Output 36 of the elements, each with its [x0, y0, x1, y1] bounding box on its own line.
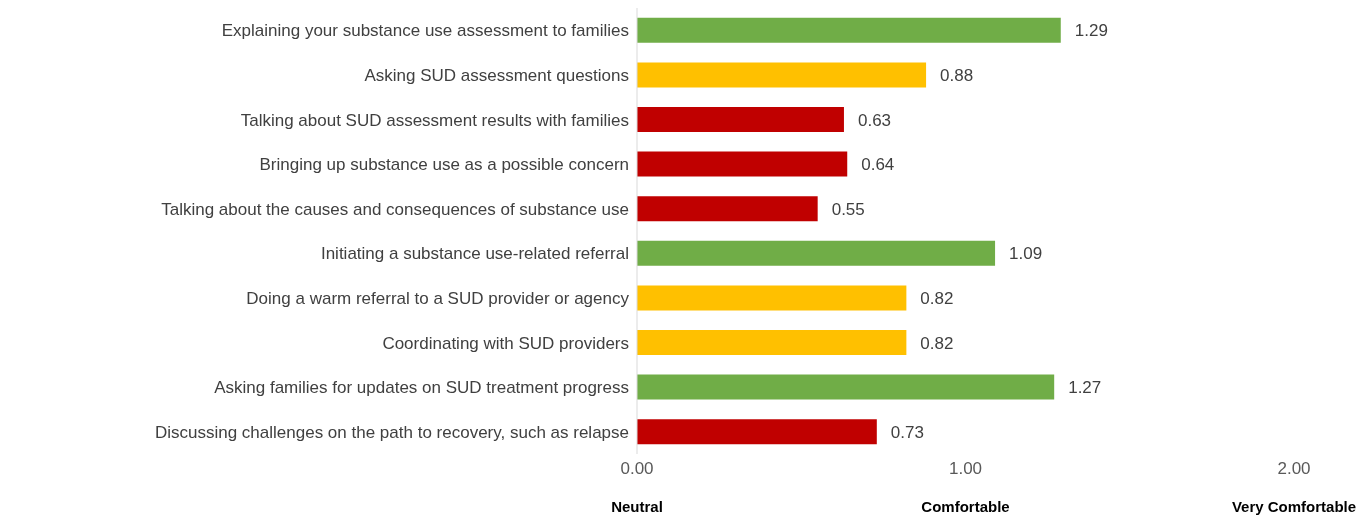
y-tick-label: Explaining your substance use assessment to families [221, 21, 629, 41]
y-tick-label: Talking about the causes and consequences of substance use [161, 199, 629, 219]
data-label: 0.64 [861, 155, 895, 175]
data-label: 0.73 [890, 422, 924, 442]
data-label: 1.27 [1068, 378, 1102, 398]
bar [637, 285, 907, 311]
text: Very Comfortable [1231, 498, 1357, 515]
x-tick-label: 0.00 [620, 459, 654, 479]
data-label: 0.82 [920, 333, 954, 353]
bar [637, 17, 1061, 43]
y-tick-label: Asking families for updates on SUD treatment progress [214, 378, 629, 398]
y-tick-label: Discussing challenges on the path to recovery, such as relapse [154, 422, 629, 442]
bar [637, 330, 907, 356]
x-tick-label: 2.00 [1277, 459, 1311, 479]
bar [637, 240, 996, 266]
text: Comfortable [921, 498, 1010, 515]
bar [637, 107, 844, 133]
y-tick-label: Talking about SUD assessment results with families [240, 110, 629, 130]
data-label: 1.09 [1009, 244, 1043, 264]
data-label: 0.55 [831, 199, 865, 219]
data-label: 1.29 [1074, 21, 1108, 41]
text: Neutral [611, 498, 663, 515]
bar [637, 374, 1055, 400]
data-label: 0.63 [857, 110, 892, 130]
y-tick-label: Asking SUD assessment questions [364, 65, 629, 85]
bar [637, 419, 877, 445]
y-tick-label: Doing a warm referral to a SUD provider or agency [246, 288, 630, 308]
y-tick-label: Bringing up substance use as a possible concern [259, 155, 629, 175]
data-label: 0.88 [940, 65, 974, 85]
bar [637, 62, 927, 88]
y-tick-label: Initiating a substance use-related referral [320, 244, 629, 264]
bar [637, 196, 818, 222]
x-tick-label: 1.00 [948, 459, 983, 479]
bar [637, 151, 848, 177]
y-tick-label: Coordinating with SUD providers [382, 333, 629, 353]
data-label: 0.82 [920, 288, 954, 308]
